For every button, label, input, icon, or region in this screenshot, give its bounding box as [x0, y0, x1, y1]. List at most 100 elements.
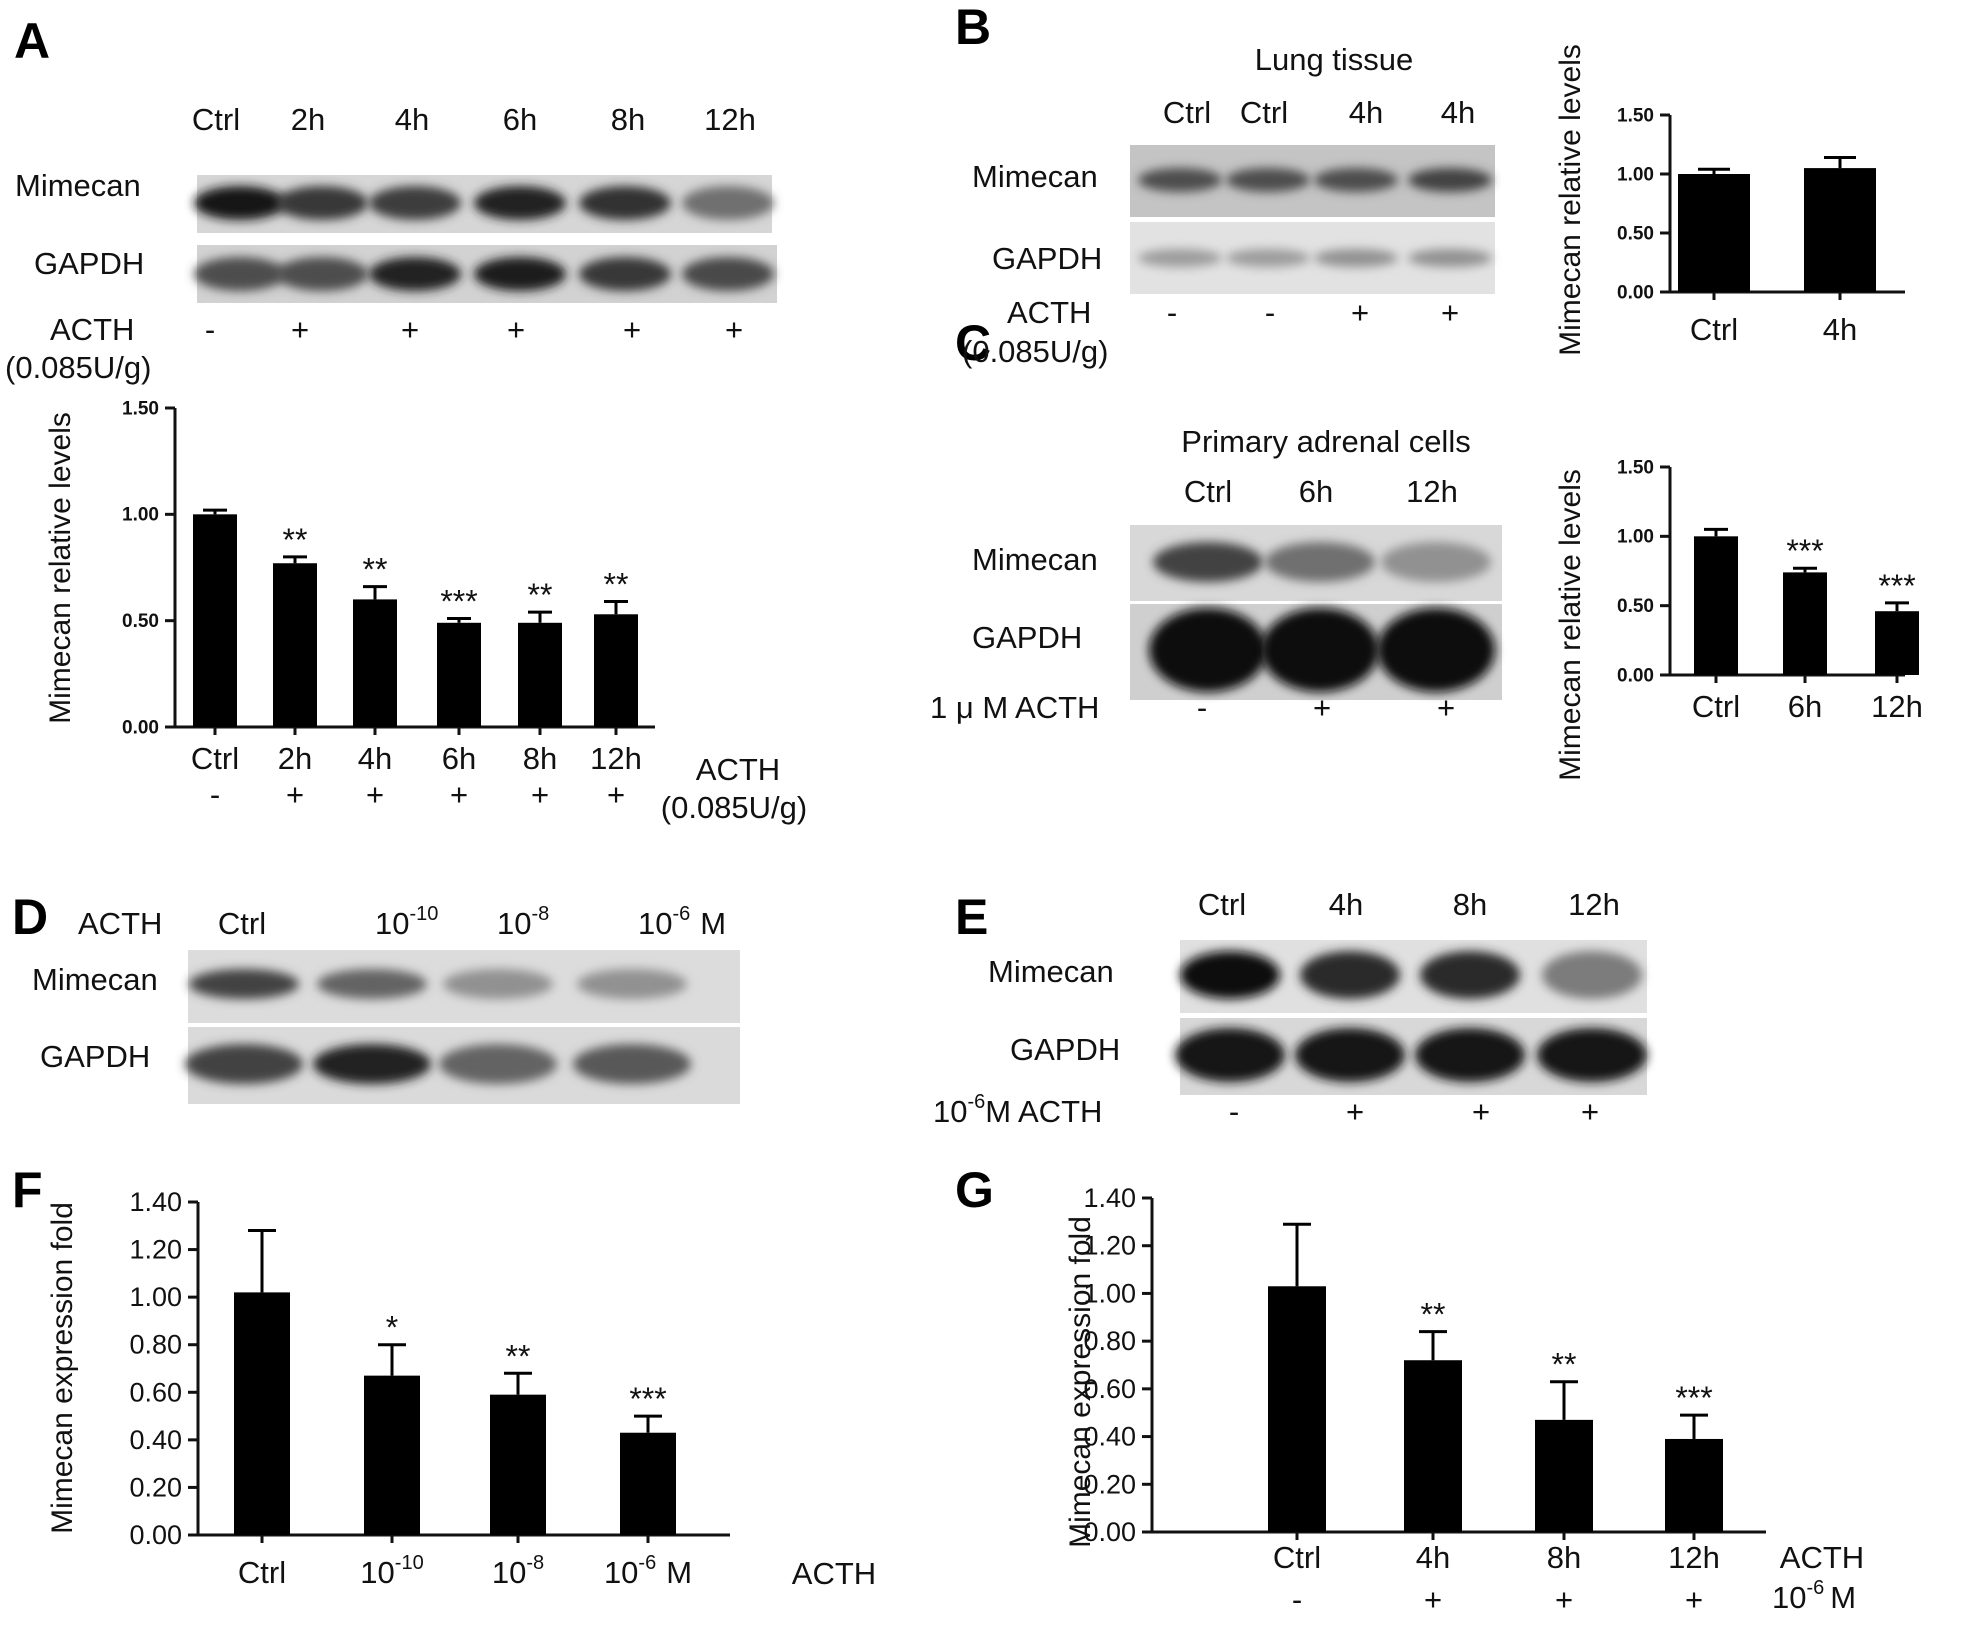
bar	[518, 622, 562, 727]
bar-chart-c: 0.00 0.50 1.00 1.50 Ctrl *** 6h *** 12h Mimecan r…	[1554, 457, 1923, 781]
mimecan-band	[194, 186, 286, 220]
mimecan-band	[443, 969, 553, 999]
y-tick-label: 0.20	[1083, 1469, 1136, 1499]
y-tick-label: 1.40	[129, 1187, 182, 1217]
western-blot-d: ACTH Ctrl 10-10 10-8 10-6 M Mimecan GAPDH	[32, 903, 740, 1104]
lane-label: Ctrl	[1240, 95, 1288, 130]
lane-label: 8h	[611, 102, 645, 137]
mimecan-band	[579, 186, 671, 220]
bar-chart-f: 0.000.200.400.600.801.001.201.40Ctrl*10-…	[46, 1187, 730, 1590]
bar	[1694, 536, 1738, 675]
lane-label: 10-6 M	[638, 903, 726, 941]
lane-label-base: 10	[497, 906, 531, 941]
sign: +	[607, 777, 625, 812]
sign: +	[1346, 1094, 1364, 1129]
treatment-label: 1 μ M ACTH	[930, 690, 1099, 725]
mimecan-band	[1542, 951, 1642, 999]
row-label: GAPDH	[972, 620, 1082, 655]
y-tick-label: 0.50	[1617, 596, 1654, 617]
lane-label-exponent: -6	[672, 903, 690, 925]
row-label: Mimecan	[972, 542, 1098, 577]
significance-mark: ***	[629, 1381, 666, 1417]
gapdh-band	[194, 257, 286, 291]
panel-label-b: B	[955, 0, 991, 55]
sign: +	[531, 777, 549, 812]
row-label: Mimecan	[15, 168, 141, 203]
gapdh-band	[1261, 608, 1379, 692]
gapdh-band	[1314, 249, 1398, 267]
gapdh-band	[1149, 608, 1267, 692]
mimecan-band	[317, 969, 427, 999]
row-label: GAPDH	[40, 1039, 150, 1074]
category-base: Ctrl	[238, 1555, 286, 1590]
row-label: GAPDH	[34, 246, 144, 281]
y-tick-label: 1.00	[1617, 527, 1654, 548]
bar	[437, 622, 481, 727]
y-tick-label: 0.80	[129, 1330, 182, 1360]
sign: +	[401, 312, 419, 347]
mimecan-band	[1420, 951, 1520, 999]
bar	[620, 1432, 676, 1535]
mimecan-band	[1226, 168, 1310, 192]
y-tick-label: 0.00	[1617, 665, 1654, 686]
sign: +	[1313, 690, 1331, 725]
category-exponent: -10	[395, 1552, 424, 1574]
lane-label: 4h	[1329, 887, 1363, 922]
y-axis-title: Mimecan relative levels	[1554, 469, 1587, 781]
gapdh-band	[1175, 1028, 1285, 1082]
category-label: 4h	[358, 741, 392, 776]
category-label: Ctrl	[1692, 689, 1740, 724]
bar	[490, 1394, 546, 1535]
panel-label-f: F	[12, 1162, 43, 1218]
sign: +	[507, 312, 525, 347]
category-label: Ctrl	[238, 1555, 286, 1590]
treatment-label: ACTH	[78, 906, 162, 941]
category-label: Ctrl	[191, 741, 239, 776]
x-axis-title: ACTH	[696, 752, 780, 787]
bar	[353, 599, 397, 727]
sign: -	[1265, 295, 1275, 330]
dose-unit: M	[1830, 1580, 1856, 1615]
lane-label: 12h	[1406, 474, 1458, 509]
category-label: Ctrl	[1273, 1540, 1321, 1575]
lane-label: 12h	[704, 102, 756, 137]
y-tick-label: 1.00	[129, 1282, 182, 1312]
x-axis-title: ACTH	[792, 1556, 876, 1591]
gapdh-band	[439, 1044, 557, 1084]
y-tick-label: 0.00	[122, 717, 159, 738]
lane-label-unit: M	[700, 906, 726, 941]
row-label: Mimecan	[972, 159, 1098, 194]
y-tick-label: 1.20	[1083, 1231, 1136, 1261]
sign: +	[286, 777, 304, 812]
row-label: Mimecan	[988, 954, 1114, 989]
gapdh-band	[313, 1044, 431, 1084]
y-axis-title: Mimecan relative levels	[1554, 44, 1587, 356]
lane-label-exponent: -8	[531, 903, 549, 925]
gapdh-band	[1138, 249, 1222, 267]
lane-label: Ctrl	[192, 102, 240, 137]
significance-mark: **	[1552, 1347, 1577, 1383]
gapdh-band	[573, 1044, 691, 1084]
dose-base: 10	[1772, 1580, 1806, 1615]
y-tick-label: 1.40	[1083, 1183, 1136, 1213]
lane-label: 2h	[291, 102, 325, 137]
mimecan-band	[1265, 542, 1375, 582]
sign: +	[1437, 690, 1455, 725]
y-tick-label: 1.20	[129, 1235, 182, 1265]
category-label: 12h	[1871, 689, 1923, 724]
lane-label: 4h	[395, 102, 429, 137]
significance-mark: *	[386, 1310, 398, 1346]
sign: +	[623, 312, 641, 347]
x-axis-title-dose: (0.085U/g)	[661, 790, 807, 825]
mimecan-band	[577, 969, 687, 999]
treatment-label: 10-6M ACTH	[933, 1091, 1102, 1129]
y-tick-label: 0.60	[1083, 1374, 1136, 1404]
y-axis-title: Mimecan expression fold	[46, 1202, 79, 1534]
category-label: 12h	[1668, 1540, 1720, 1575]
western-blot-e: Ctrl 4h 8h 12h Mimecan GAPDH 10-6M ACTH …	[933, 887, 1647, 1129]
category-base: 10	[492, 1555, 526, 1590]
treatment-label: ACTH	[1007, 295, 1091, 330]
bar	[1678, 174, 1750, 292]
y-tick-label: 1.00	[122, 505, 159, 526]
